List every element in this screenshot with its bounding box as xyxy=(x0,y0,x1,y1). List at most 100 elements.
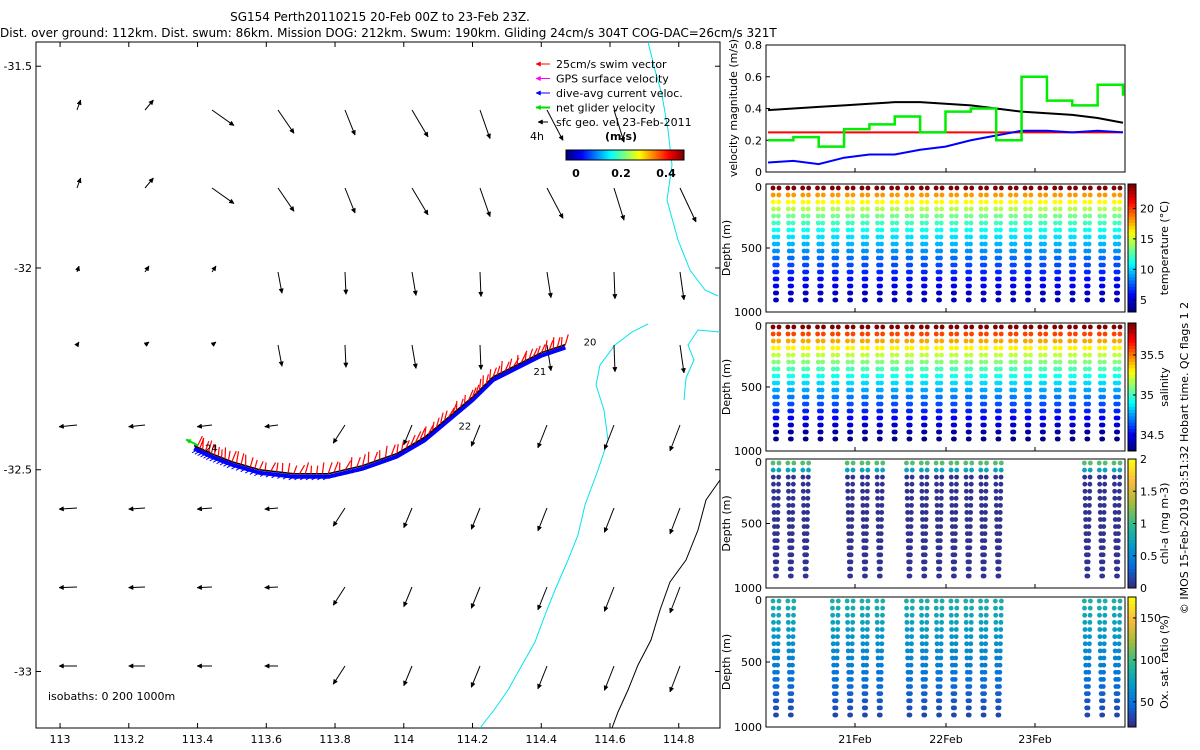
profile-sample xyxy=(785,192,791,198)
geostrophic-velocity-arrow-head xyxy=(350,207,356,214)
profile-sample xyxy=(993,481,999,487)
profile-sample xyxy=(1115,691,1121,697)
profile-sample xyxy=(954,460,960,466)
profile-sample xyxy=(909,627,915,632)
profile-sample xyxy=(1087,612,1093,618)
profile-sample xyxy=(934,517,940,522)
profile-sample xyxy=(775,359,781,365)
profile-sample xyxy=(994,510,999,515)
profile-sample xyxy=(804,401,810,407)
profile-sample xyxy=(1087,359,1092,365)
profile-sample xyxy=(1116,234,1122,240)
profile-sample xyxy=(981,429,987,435)
profile-sample xyxy=(815,352,821,358)
profile-sample xyxy=(996,573,1002,579)
profile-sample xyxy=(967,422,972,428)
profile-sample xyxy=(993,359,999,365)
profile-sample xyxy=(949,213,954,219)
profile-sample xyxy=(1027,255,1032,261)
profile-sample xyxy=(791,324,797,330)
profile-sample xyxy=(923,655,929,661)
profile-sample xyxy=(924,345,930,351)
profile-sample xyxy=(803,290,809,296)
profile-sample xyxy=(803,566,809,572)
profile-sample xyxy=(859,185,865,191)
profile-sample xyxy=(1027,220,1033,226)
profile-sample xyxy=(996,429,1002,435)
profile-sample xyxy=(849,234,855,240)
profile-sample xyxy=(997,676,1003,682)
profile-sample xyxy=(967,262,973,268)
profile-sample xyxy=(1112,380,1118,386)
section-colorbar-segment xyxy=(1128,251,1136,255)
profile-sample xyxy=(863,712,868,718)
profile-sample xyxy=(878,705,883,711)
profile-sample xyxy=(850,199,856,205)
legend-colorbar-segment xyxy=(587,150,591,160)
profile-sample xyxy=(859,467,865,473)
profile-sample xyxy=(984,192,989,198)
profile-sample xyxy=(919,331,924,337)
profile-sample xyxy=(1098,241,1103,247)
profile-sample xyxy=(786,227,792,233)
profile-sample xyxy=(908,415,913,421)
section-colorbar-segment xyxy=(1128,371,1136,375)
profile-sample xyxy=(850,481,856,487)
profile-sample xyxy=(1097,213,1103,219)
swim-vector xyxy=(270,462,277,472)
profile-sample xyxy=(1087,352,1093,358)
profile-sample xyxy=(954,474,960,480)
profile-sample xyxy=(774,401,780,407)
profile-sample xyxy=(1012,255,1018,261)
profile-sample xyxy=(1083,510,1088,515)
profile-sample xyxy=(850,185,856,191)
profile-sample xyxy=(1087,213,1093,219)
profile-sample xyxy=(968,619,974,625)
geostrophic-velocity-arrow xyxy=(411,187,429,216)
profile-sample xyxy=(875,627,880,632)
profile-sample xyxy=(908,545,913,551)
profile-sample xyxy=(922,283,928,289)
profile-sample xyxy=(775,495,781,501)
profile-sample xyxy=(1042,241,1048,247)
profile-sample xyxy=(953,380,959,386)
profile-sample xyxy=(994,655,1000,661)
profile-sample xyxy=(1008,338,1013,344)
profile-sample xyxy=(982,517,988,522)
geostrophic-velocity-arrow-head xyxy=(76,177,82,184)
legend-colorbar-segment xyxy=(585,150,589,160)
profile-sample xyxy=(924,359,929,365)
profile-sample xyxy=(937,559,943,565)
profile-sample xyxy=(952,283,958,289)
profile-sample xyxy=(805,517,810,522)
profile-sample xyxy=(966,297,972,303)
profile-sample xyxy=(1053,380,1059,386)
profile-sample xyxy=(789,255,795,261)
time-axis-tick-label: 21Feb xyxy=(838,733,871,746)
profile-sample xyxy=(983,227,989,233)
profile-sample xyxy=(816,234,821,240)
profile-sample xyxy=(890,380,896,386)
profile-sample xyxy=(771,373,777,379)
section-colorbar-segment xyxy=(1128,267,1136,271)
profile-sample xyxy=(805,220,811,226)
profile-sample xyxy=(1097,510,1103,515)
geostrophic-velocity-arrow-head xyxy=(127,584,134,590)
profile-sample xyxy=(969,467,974,473)
profile-sample xyxy=(934,634,940,640)
section-colorbar-segment xyxy=(1128,642,1136,647)
profile-sample xyxy=(982,538,988,544)
profile-sample xyxy=(863,691,869,697)
profile-sample xyxy=(998,634,1004,640)
profile-sample xyxy=(1026,283,1032,289)
profile-sample xyxy=(983,373,988,379)
profile-sample xyxy=(996,712,1002,718)
section-colorbar-tick-label: 0.5 xyxy=(1140,550,1158,563)
profile-sample xyxy=(1082,338,1088,344)
profile-sample xyxy=(938,524,944,529)
profile-sample xyxy=(1101,366,1107,372)
profile-sample xyxy=(953,641,959,647)
profile-sample xyxy=(1057,373,1063,379)
profile-sample xyxy=(1027,241,1033,247)
profile-sample xyxy=(819,269,825,275)
